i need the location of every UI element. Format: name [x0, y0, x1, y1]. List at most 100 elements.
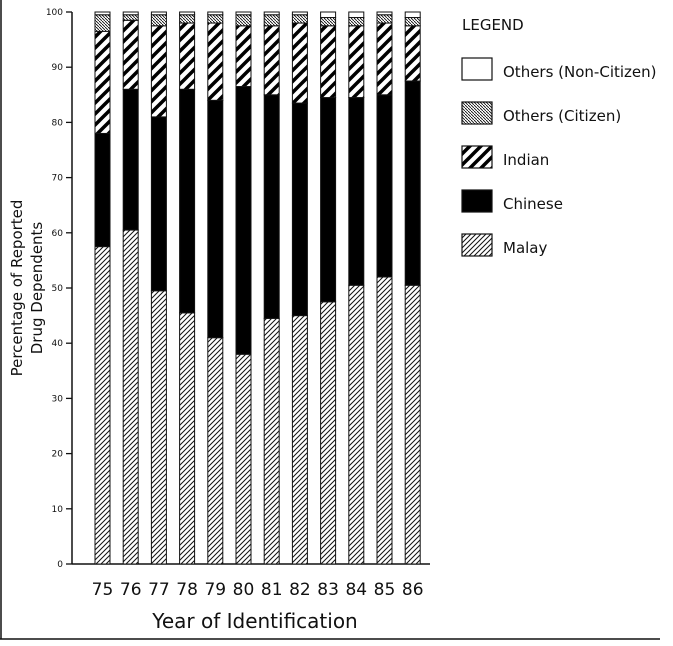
legend-label: Malay [503, 239, 547, 257]
bar-segment-others-non-citizen-77 [150, 11, 167, 16]
bar-segment-malay-75 [94, 246, 111, 565]
x-tick-label: 75 [92, 580, 114, 600]
y-axis-ticks: 0 10 20 30 40 50 60 70 80 90 100 [46, 8, 72, 570]
bar-segment-indian-82 [291, 22, 308, 104]
bar-segment-others-non-citizen-83 [320, 11, 337, 19]
bar-segment-chinese-82 [291, 102, 308, 317]
legend-label: Others (Non-Citizen) [503, 63, 657, 81]
bar-segment-others-non-citizen-82 [291, 11, 308, 16]
bar-segment-chinese-77 [150, 116, 167, 292]
bar-segment-malay-84 [348, 284, 365, 565]
bar-segment-indian-77 [150, 25, 167, 118]
bar-segment-others-citizen-85 [376, 14, 393, 24]
bar-segment-chinese-85 [376, 94, 393, 278]
y-tick-label: 50 [52, 284, 64, 294]
bar-segment-indian-81 [263, 25, 280, 96]
bar-segment-others-non-citizen-79 [207, 11, 224, 16]
bar-segment-others-citizen-81 [263, 14, 280, 27]
legend-label: Chinese [503, 195, 563, 213]
bar-segment-others-citizen-76 [122, 14, 139, 21]
bars-group [94, 11, 421, 565]
bar-segment-indian-85 [376, 22, 393, 96]
x-tick-label: 77 [148, 580, 170, 600]
bar-segment-indian-80 [235, 25, 252, 88]
bar-segment-malay-78 [179, 312, 196, 565]
bar-segment-others-citizen-80 [235, 14, 252, 27]
bar-segment-malay-86 [404, 284, 421, 565]
bar-segment-others-non-citizen-78 [179, 11, 196, 16]
y-tick-label: 30 [52, 394, 64, 404]
x-tick-label: 79 [204, 580, 226, 600]
y-tick-label: 60 [52, 229, 64, 239]
bar-segment-others-non-citizen-75 [94, 11, 111, 16]
x-tick-label: 86 [402, 580, 424, 600]
y-tick-label: 10 [52, 505, 64, 515]
bar-segment-chinese-80 [235, 86, 252, 355]
x-tick-label: 78 [176, 580, 198, 600]
bar-segment-indian-79 [207, 22, 224, 101]
bar-segment-malay-81 [263, 317, 280, 565]
bar-segment-others-non-citizen-76 [122, 11, 139, 16]
legend-swatch-chinese [461, 189, 493, 213]
bar-segment-indian-75 [94, 30, 111, 134]
y-tick-label: 80 [52, 118, 64, 128]
bar-segment-others-citizen-84 [348, 17, 365, 27]
y-tick-label: 100 [46, 8, 63, 18]
y-axis-title-line1: Percentage of Reported [8, 200, 26, 377]
bar-segment-chinese-81 [263, 94, 280, 319]
legend-swatch-indian [461, 145, 493, 169]
bar-segment-chinese-84 [348, 97, 365, 286]
x-axis-tick-labels: 75 76 77 78 79 80 81 82 83 84 85 86 [92, 580, 424, 600]
bar-segment-chinese-86 [404, 80, 421, 286]
x-tick-label: 82 [289, 580, 311, 600]
bar-segment-chinese-79 [207, 99, 224, 339]
bar-segment-chinese-76 [122, 88, 139, 231]
bar-segment-indian-84 [348, 25, 365, 99]
bar-segment-malay-85 [376, 276, 393, 565]
x-tick-label: 80 [233, 580, 255, 600]
bar-segment-malay-79 [207, 337, 224, 565]
bar-segment-others-non-citizen-80 [235, 11, 252, 16]
bar-segment-indian-86 [404, 25, 421, 82]
bar-segment-others-non-citizen-84 [348, 11, 365, 19]
bar-segment-indian-83 [320, 25, 337, 99]
bar-segment-malay-80 [235, 353, 252, 565]
bar-segment-chinese-83 [320, 97, 337, 303]
bar-segment-indian-76 [122, 19, 139, 90]
legend-title: LEGEND [462, 16, 524, 34]
x-tick-label: 81 [261, 580, 283, 600]
bar-segment-others-citizen-75 [94, 14, 111, 32]
y-tick-label: 90 [52, 63, 64, 73]
x-axis-title: Year of Identification [151, 609, 357, 633]
bar-segment-others-citizen-79 [207, 14, 224, 24]
bar-segment-malay-83 [320, 301, 337, 565]
y-tick-label: 70 [52, 174, 64, 184]
y-tick-label: 40 [52, 339, 64, 349]
bar-segment-others-citizen-86 [404, 17, 421, 27]
bar-segment-chinese-75 [94, 132, 111, 248]
bar-segment-others-non-citizen-85 [376, 11, 393, 16]
legend: Others (Non-Citizen) Others (Citizen) Indi… [461, 57, 657, 257]
y-axis-title-line2: Drug Dependents [28, 222, 46, 355]
bar-segment-others-citizen-83 [320, 17, 337, 27]
x-tick-label: 84 [345, 580, 367, 600]
bar-segment-others-non-citizen-86 [404, 11, 421, 19]
legend-swatch-malay [461, 233, 493, 257]
legend-swatch-others-citizen [461, 101, 493, 125]
bar-segment-others-citizen-78 [179, 14, 196, 24]
legend-swatch-others-non-citizen [461, 57, 493, 81]
bar-segment-malay-82 [291, 315, 308, 565]
bar-segment-indian-78 [179, 22, 196, 90]
bar-segment-chinese-78 [179, 88, 196, 314]
legend-label: Indian [503, 151, 549, 169]
bar-segment-others-citizen-77 [150, 14, 167, 27]
legend-label: Others (Citizen) [503, 107, 621, 125]
bar-segment-others-non-citizen-81 [263, 11, 280, 16]
bar-segment-others-citizen-82 [291, 14, 308, 24]
x-tick-label: 76 [120, 580, 142, 600]
bar-segment-malay-76 [122, 229, 139, 565]
bar-segment-malay-77 [150, 290, 167, 565]
y-tick-label: 20 [52, 450, 64, 460]
